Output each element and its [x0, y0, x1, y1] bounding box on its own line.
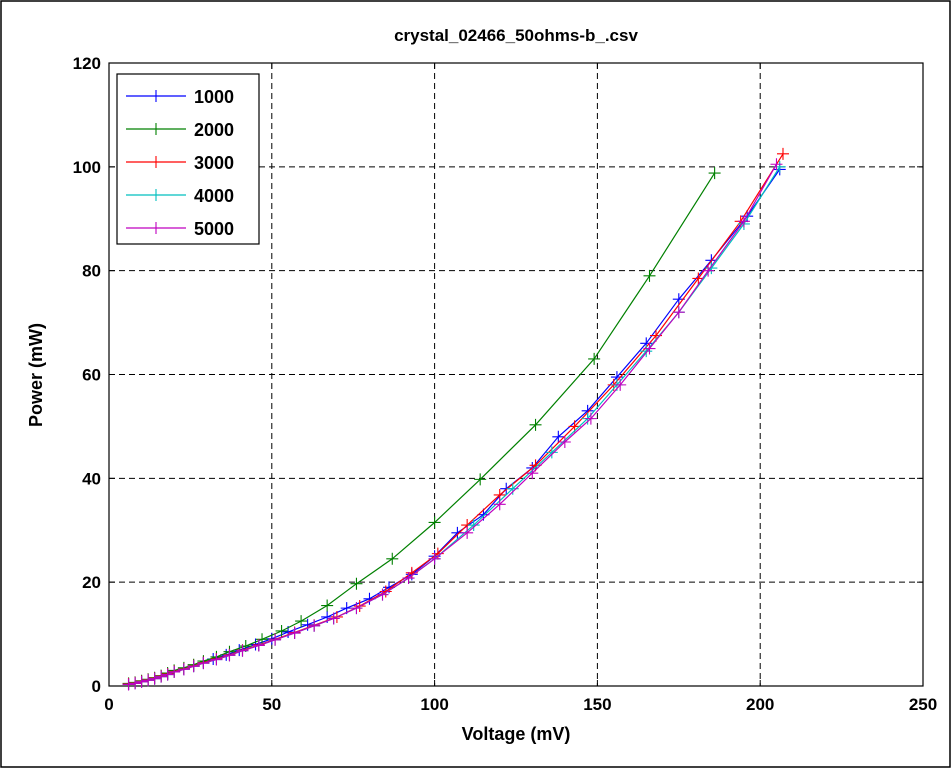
legend-label: 1000	[194, 87, 234, 107]
data-point	[350, 577, 363, 590]
data-point	[321, 599, 334, 612]
data-point	[474, 473, 487, 486]
y-tick-label: 0	[92, 677, 101, 696]
legend-label: 5000	[194, 219, 234, 239]
data-point	[129, 677, 142, 690]
data-point	[197, 657, 210, 670]
tick-layer: 0 50 100 150 200 250 0 20 40 60 80 100 120	[73, 54, 938, 714]
data-point	[350, 602, 363, 615]
data-point	[428, 516, 441, 529]
data-point	[269, 633, 282, 646]
data-point	[295, 615, 308, 628]
legend-label: 4000	[194, 186, 234, 206]
data-point	[376, 588, 389, 601]
data-point	[210, 653, 223, 666]
data-point	[223, 649, 236, 662]
data-point	[493, 498, 506, 511]
x-axis-title: Voltage (mV)	[462, 724, 571, 744]
data-point	[640, 345, 653, 358]
legend-label: 2000	[194, 120, 234, 140]
chart-title: crystal_02466_50ohms-b_.csv	[394, 26, 638, 45]
data-point	[558, 435, 571, 448]
series-layer	[122, 147, 789, 691]
data-point	[461, 526, 474, 539]
legend-swatch-marker	[150, 156, 162, 168]
y-axis-title: Power (mW)	[26, 323, 46, 427]
legend-swatch-marker	[150, 189, 162, 201]
data-point	[428, 552, 441, 565]
data-point	[643, 342, 656, 355]
data-point	[672, 306, 685, 319]
data-point	[552, 430, 565, 443]
x-tick-label: 200	[746, 695, 774, 714]
data-point	[236, 644, 249, 657]
y-tick-label: 100	[73, 158, 101, 177]
x-tick-label: 0	[104, 695, 113, 714]
data-point	[187, 660, 200, 673]
legend-item-4000: 4000	[126, 186, 234, 206]
data-point	[386, 552, 399, 565]
series-5000	[122, 158, 783, 691]
data-point	[327, 612, 340, 625]
data-point	[643, 269, 656, 282]
data-point	[708, 167, 721, 180]
data-point	[545, 446, 558, 459]
data-point	[148, 672, 161, 685]
data-point	[275, 624, 288, 637]
data-point	[168, 665, 181, 678]
data-point	[588, 352, 601, 365]
legend-item-2000: 2000	[126, 120, 234, 140]
data-point	[526, 467, 539, 480]
data-point	[737, 215, 750, 228]
data-point	[379, 585, 392, 598]
data-point	[122, 678, 135, 691]
data-point	[773, 160, 786, 173]
legend-swatch-marker	[150, 90, 162, 102]
legend-item-5000: 5000	[126, 219, 234, 239]
legend: 1000 2000 3000 4000 5000	[116, 73, 260, 245]
x-tick-label: 50	[262, 695, 281, 714]
y-tick-label: 20	[82, 573, 101, 592]
data-point	[614, 378, 627, 391]
data-point	[584, 412, 597, 425]
data-point	[702, 264, 715, 277]
legend-box	[116, 73, 260, 245]
y-tick-label: 120	[73, 54, 101, 73]
data-point	[776, 147, 789, 160]
data-point	[467, 519, 480, 532]
data-point	[177, 663, 190, 676]
y-tick-label: 60	[82, 366, 101, 385]
data-point	[308, 619, 321, 632]
legend-swatch-marker	[150, 222, 162, 234]
data-point	[142, 674, 155, 687]
data-point	[161, 668, 174, 681]
x-tick-label: 100	[420, 695, 448, 714]
data-point	[705, 262, 718, 275]
x-tick-label: 150	[583, 695, 611, 714]
data-point	[288, 627, 301, 640]
legend-item-3000: 3000	[126, 153, 234, 173]
x-tick-label: 250	[909, 695, 937, 714]
data-point	[529, 418, 542, 431]
data-point	[135, 675, 148, 688]
data-point	[402, 572, 415, 585]
legend-label: 3000	[194, 153, 234, 173]
series-line-5000	[128, 163, 778, 685]
data-point	[155, 670, 168, 683]
data-point	[770, 158, 783, 171]
legend-item-1000: 1000	[126, 87, 234, 107]
y-tick-label: 80	[82, 262, 101, 281]
legend-swatch-marker	[150, 123, 162, 135]
y-tick-label: 40	[82, 469, 101, 488]
data-point	[252, 639, 265, 652]
